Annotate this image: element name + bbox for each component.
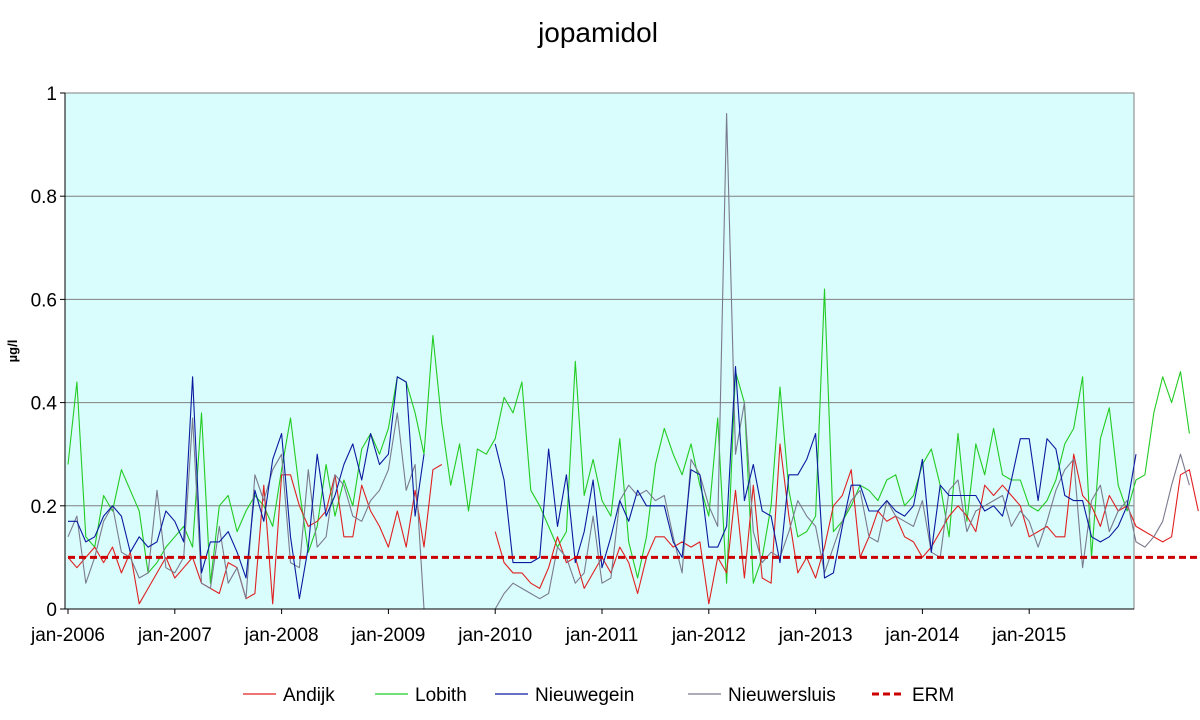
legend-label-andijk: Andijk (283, 685, 335, 706)
legend-label-nieuwersluis: Nieuwersluis (728, 685, 836, 706)
x-tick-label: jan-2010 (457, 625, 532, 646)
y-tick-label: 1 (46, 84, 57, 105)
chart-title: jopamidol (537, 17, 658, 48)
x-tick-label: jan-2013 (778, 625, 853, 646)
series-line-nieuwersluis (494, 113, 1190, 610)
series-line-nieuwersluis (67, 412, 425, 610)
series-line-nieuwegein (68, 376, 425, 600)
y-tick-label: 0 (46, 600, 57, 621)
gridlines (65, 195, 1134, 507)
x-tick-label: jan-2011 (565, 625, 639, 646)
legend-label-erm: ERM (912, 685, 954, 706)
x-tick-label: jan-2007 (137, 625, 212, 646)
y-tick-label: 0.4 (31, 394, 58, 415)
x-tick-label: jan-2015 (991, 625, 1066, 646)
series-lines (67, 113, 1199, 610)
x-tick-label: jan-2006 (30, 625, 105, 646)
x-tick-label: jan-2008 (244, 625, 319, 646)
x-tick-label: jan-2009 (350, 625, 425, 646)
y-tick-label: 0.2 (31, 497, 57, 518)
series-line-nieuwegein (494, 365, 1137, 579)
legend: Andijk Lobith Nieuwegein Nieuwersluis ERM (243, 685, 954, 706)
x-tick-label: jan-2014 (884, 625, 959, 646)
y-axis: 0 0.2 0.4 0.6 0.8 1 (31, 84, 66, 621)
legend-label-lobith: Lobith (415, 685, 467, 706)
x-axis: jan-2006 jan-2007 jan-2008 jan-2009 jan-2010… (30, 608, 1134, 646)
y-tick-label: 0.6 (31, 290, 57, 311)
legend-label-nieuwegein: Nieuwegein (535, 685, 634, 706)
y-tick-label: 0.8 (31, 187, 57, 208)
x-tick-label: jan-2012 (671, 625, 746, 646)
y-axis-label: µg/l (5, 340, 20, 363)
plot-area (64, 92, 1135, 610)
